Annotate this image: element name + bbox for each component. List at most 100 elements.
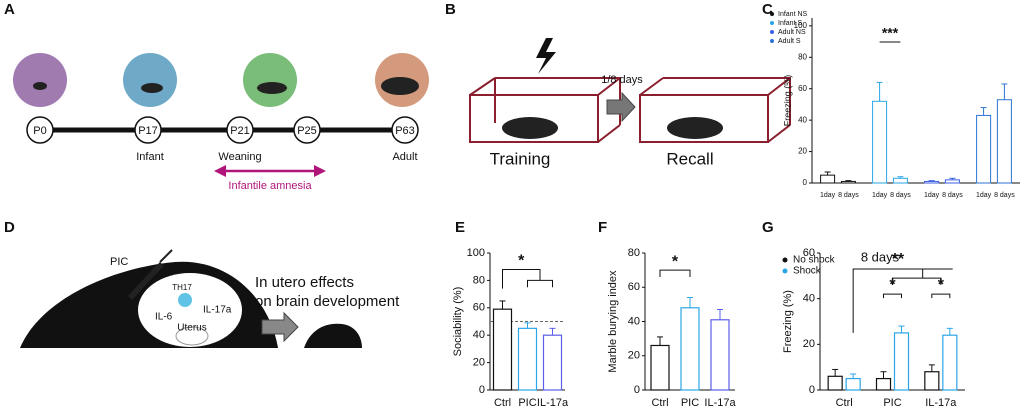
injection-label: PIC [110, 256, 128, 268]
y-tick-label: 0 [809, 384, 815, 396]
x-tick-label: 1day [872, 192, 888, 199]
bar [892, 177, 908, 184]
th17-cell [178, 293, 192, 307]
bar [875, 377, 892, 391]
bar [872, 100, 888, 184]
y-tick-label: 40 [803, 293, 815, 305]
stage-circle [243, 53, 297, 107]
timepoint-node [226, 116, 254, 144]
panel-b [469, 38, 791, 143]
bar [845, 377, 861, 391]
bar [492, 308, 513, 391]
x-tick-label: 1day [820, 192, 836, 199]
uterus-view [138, 273, 242, 347]
outcome-label: In utero effects [255, 274, 354, 291]
cytokine-label: IL-17a [203, 305, 232, 316]
amnesia-label: Infantile amnesia [228, 180, 312, 192]
x-tick-label: 1day [976, 192, 992, 199]
y-tick-label: 0 [479, 384, 485, 396]
timepoint-label: P25 [297, 125, 317, 137]
legend-marker [770, 30, 774, 34]
legend-marker [770, 21, 774, 25]
x-tick-label: 1day [924, 192, 940, 199]
uterus [175, 326, 209, 346]
y-tick-label: 60 [803, 247, 815, 259]
sig-label: ** [892, 251, 905, 268]
timepoint-node [26, 116, 54, 144]
chart-title: 8 days [861, 249, 900, 264]
x-tick-label: IL-17a [925, 397, 957, 409]
stage-circle [123, 53, 177, 107]
mouse-icon [257, 82, 287, 94]
stage-label: Infant [136, 151, 164, 163]
panel-d [20, 249, 362, 348]
legend-marker [770, 12, 774, 16]
sig-label: *** [882, 25, 899, 41]
y-axis-label: Freezing (%) [782, 290, 794, 353]
sig-bracket [931, 293, 951, 299]
panel-label: B [445, 1, 456, 18]
x-tick-label: 8 days [890, 192, 911, 199]
legend-label: No shock [793, 255, 836, 266]
stage-label: Weaning [218, 151, 261, 163]
bar [542, 334, 563, 391]
mouse-icon [502, 117, 558, 139]
cytokine-label: IL-6 [155, 312, 173, 323]
sig-bracket [883, 293, 902, 299]
bar [650, 344, 670, 391]
x-tick-label: 8 days [942, 192, 963, 199]
sig-bracket [502, 268, 553, 289]
y-tick-label: 100 [467, 247, 485, 259]
timepoint-node [293, 116, 321, 144]
interval-label: 1/8 days [601, 74, 643, 86]
bar [680, 307, 700, 391]
stage-label: Adult [392, 151, 417, 163]
bar [944, 179, 960, 184]
y-tick-label: 40 [798, 115, 807, 124]
timepoint-label: P17 [138, 125, 158, 137]
legend-label: Infant NS [778, 11, 808, 18]
phase-label: Training [490, 149, 551, 168]
mouse-icon [141, 83, 163, 93]
timepoint-label: P0 [33, 125, 46, 137]
y-axis-label: Marble burying index [607, 270, 619, 373]
sig-label: * [672, 253, 679, 270]
y-tick-label: 100 [794, 21, 808, 30]
shock-icon [536, 38, 556, 74]
legend-label: Adult NS [778, 29, 806, 36]
y-tick-label: 40 [628, 315, 640, 327]
y-tick-label: 0 [803, 178, 808, 187]
legend-label: Adult S [778, 38, 801, 45]
x-tick-label: 8 days [994, 192, 1015, 199]
y-tick-label: 80 [798, 52, 807, 61]
sig-bracket [659, 269, 691, 277]
legend-label: Infant S [778, 20, 802, 27]
x-tick-label: IL-17a [537, 397, 569, 409]
training-box [469, 77, 621, 143]
sig-bracket [852, 268, 953, 333]
panel-label: D [4, 219, 15, 236]
x-tick-label: IL-17a [704, 397, 736, 409]
x-tick-label: Ctrl [494, 397, 511, 409]
mouse-icon [381, 77, 419, 95]
y-tick-label: 0 [634, 384, 640, 396]
y-tick-label: 60 [473, 302, 485, 314]
y-tick-label: 60 [628, 281, 640, 293]
legend-marker [770, 39, 774, 43]
bar [924, 180, 940, 184]
bar [827, 375, 843, 391]
recall-box [639, 77, 791, 143]
legend-marker [782, 257, 788, 263]
legend-marker [782, 268, 788, 274]
bar [517, 327, 538, 391]
offspring-mouse [304, 323, 362, 348]
y-tick-label: 20 [803, 338, 815, 350]
panel-label: A [4, 1, 15, 18]
bar [924, 371, 940, 391]
x-tick-label: PIC [883, 397, 901, 409]
bar [942, 334, 958, 391]
syringe-plunger [159, 249, 173, 263]
y-tick-label: 20 [798, 147, 807, 156]
panel-label: E [455, 219, 465, 236]
